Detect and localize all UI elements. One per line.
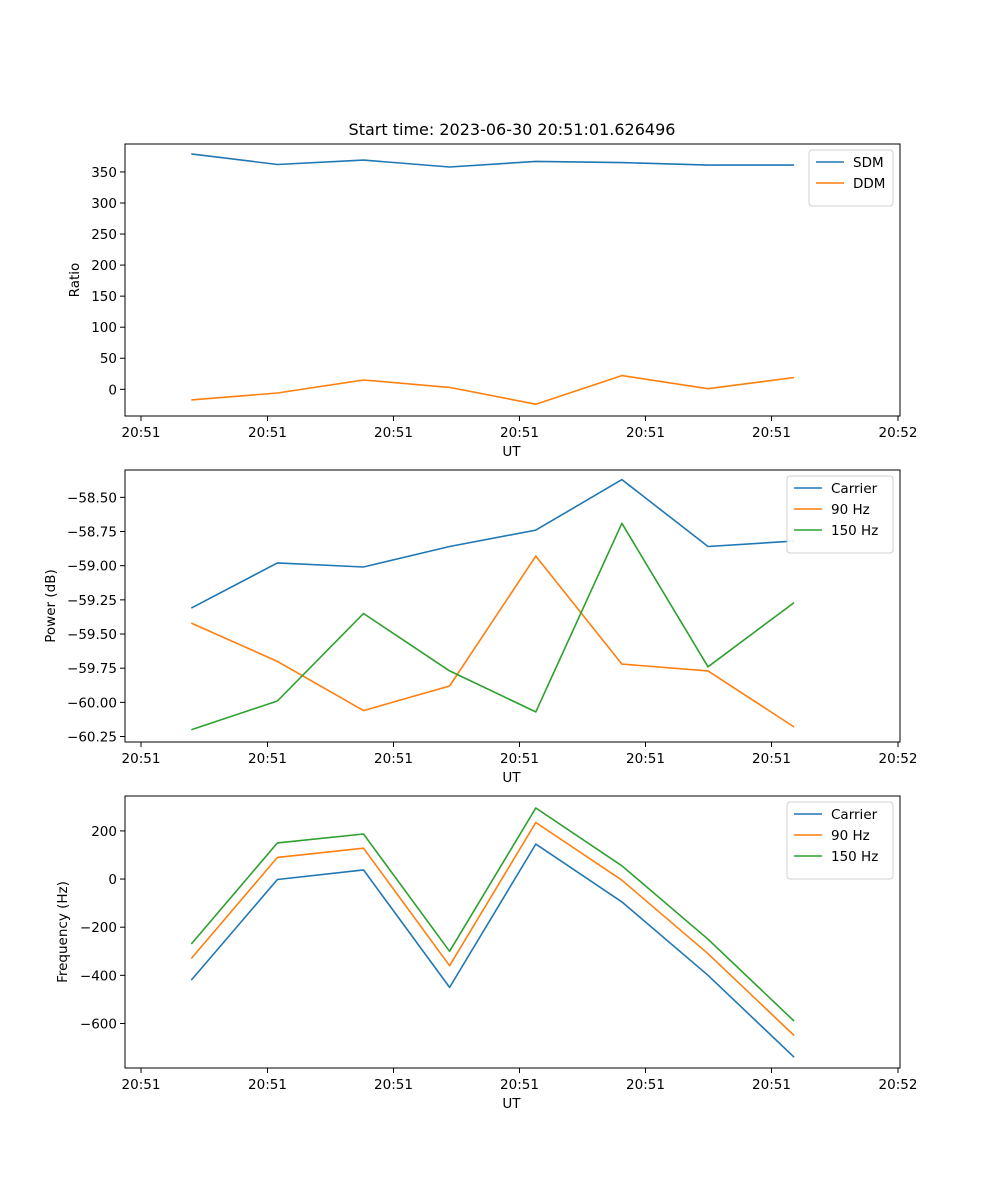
y-tick-label: −58.75 — [67, 525, 117, 541]
y-axis-label: Ratio — [67, 263, 83, 298]
x-tick-label: 20:51 — [122, 1077, 161, 1093]
y-axis-label: Power (dB) — [43, 569, 59, 642]
plot-panel-3: 20:51 20:51 20:51 20:51 20:51 20:51 20:52 −600 −… — [55, 795, 918, 1112]
y-tick-label: 50 — [100, 351, 117, 367]
axes-frame — [124, 143, 901, 417]
y-axis-label: Frequency (Hz) — [55, 881, 71, 983]
legend-label-1: SDM — [853, 155, 884, 171]
legend-label-2: 90 Hz — [831, 502, 870, 518]
x-tick-label: 20:51 — [248, 751, 287, 767]
x-tick-label: 20:52 — [879, 751, 918, 767]
x-axis-label: UT — [502, 444, 521, 460]
x-tick-label: 20:51 — [248, 425, 287, 441]
legend-label-1: Carrier — [831, 807, 878, 823]
x-tick-label: 20:51 — [500, 751, 539, 767]
legend-label-2: DDM — [853, 176, 885, 192]
y-tick-label: 100 — [91, 320, 117, 336]
x-axis-label: UT — [502, 770, 521, 786]
x-tick-label: 20:52 — [879, 425, 918, 441]
x-tick-label: 20:51 — [752, 1077, 791, 1093]
legend-label-3: 150 Hz — [831, 523, 878, 539]
x-tick-label: 20:51 — [500, 425, 539, 441]
series-line-1 — [190, 843, 795, 1058]
series-line-1 — [190, 478, 795, 609]
legend-label-1: Carrier — [831, 481, 878, 497]
x-tick-label: 20:51 — [122, 425, 161, 441]
y-tick-label: 200 — [91, 824, 117, 840]
legend-label-2: 90 Hz — [831, 828, 870, 844]
x-tick-label: 20:52 — [879, 1077, 918, 1093]
x-tick-label: 20:51 — [626, 425, 665, 441]
x-tick-label: 20:51 — [626, 751, 665, 767]
legend: Carrier 90 Hz 150 Hz — [786, 475, 894, 554]
axes-frame — [124, 469, 901, 743]
x-tick-label: 20:51 — [374, 425, 413, 441]
y-tick-label: −59.50 — [67, 627, 117, 643]
x-tick-label: 20:51 — [374, 1077, 413, 1093]
y-tick-label: 350 — [91, 165, 117, 181]
y-tick-label: 300 — [91, 196, 117, 212]
x-tick-label: 20:51 — [374, 751, 413, 767]
x-tick-label: 20:51 — [248, 1077, 287, 1093]
legend-box — [808, 149, 894, 207]
legend: SDM DDM — [808, 149, 894, 207]
plot-panel-2: 20:51 20:51 20:51 20:51 20:51 20:51 20:52 −60.2… — [43, 469, 918, 786]
y-tick-label: −59.75 — [67, 661, 117, 677]
y-tick-label: −60.25 — [67, 730, 117, 746]
y-tick-label: 0 — [108, 382, 117, 398]
series-line-2 — [190, 821, 795, 1037]
x-tick-label: 20:51 — [500, 1077, 539, 1093]
y-tick-label: −600 — [80, 1016, 117, 1032]
legend: Carrier 90 Hz 150 Hz — [786, 801, 894, 880]
series-line-2 — [190, 555, 795, 728]
x-tick-label: 20:51 — [122, 751, 161, 767]
legend-label-3: 150 Hz — [831, 849, 878, 865]
y-tick-label: −60.00 — [67, 695, 117, 711]
series-line-3 — [191, 522, 795, 731]
legend-box — [786, 475, 894, 554]
legend-box — [786, 801, 894, 880]
y-tick-label: 150 — [91, 289, 117, 305]
x-tick-label: 20:51 — [752, 425, 791, 441]
plot-panel-1: 20:51 20:51 20:51 20:51 20:51 20:51 20:52 0 50 10… — [67, 143, 918, 460]
y-tick-label: −58.50 — [67, 490, 117, 506]
y-tick-label: −400 — [80, 968, 117, 984]
x-axis-label: UT — [502, 1096, 521, 1112]
series-line-2 — [191, 374, 795, 406]
y-tick-label: −59.25 — [67, 593, 117, 609]
y-tick-label: 0 — [108, 872, 117, 888]
x-tick-label: 20:51 — [626, 1077, 665, 1093]
axes-frame — [124, 795, 901, 1069]
y-tick-label: −200 — [80, 920, 117, 936]
series-line-3 — [190, 807, 795, 1022]
y-tick-label: 200 — [91, 258, 117, 274]
figure-title: Start time: 2023-06-30 20:51:01.626496 — [349, 120, 676, 139]
y-tick-label: 250 — [91, 227, 117, 243]
x-tick-label: 20:51 — [752, 751, 791, 767]
series-line-1 — [191, 153, 795, 168]
y-tick-label: −59.00 — [67, 559, 117, 575]
